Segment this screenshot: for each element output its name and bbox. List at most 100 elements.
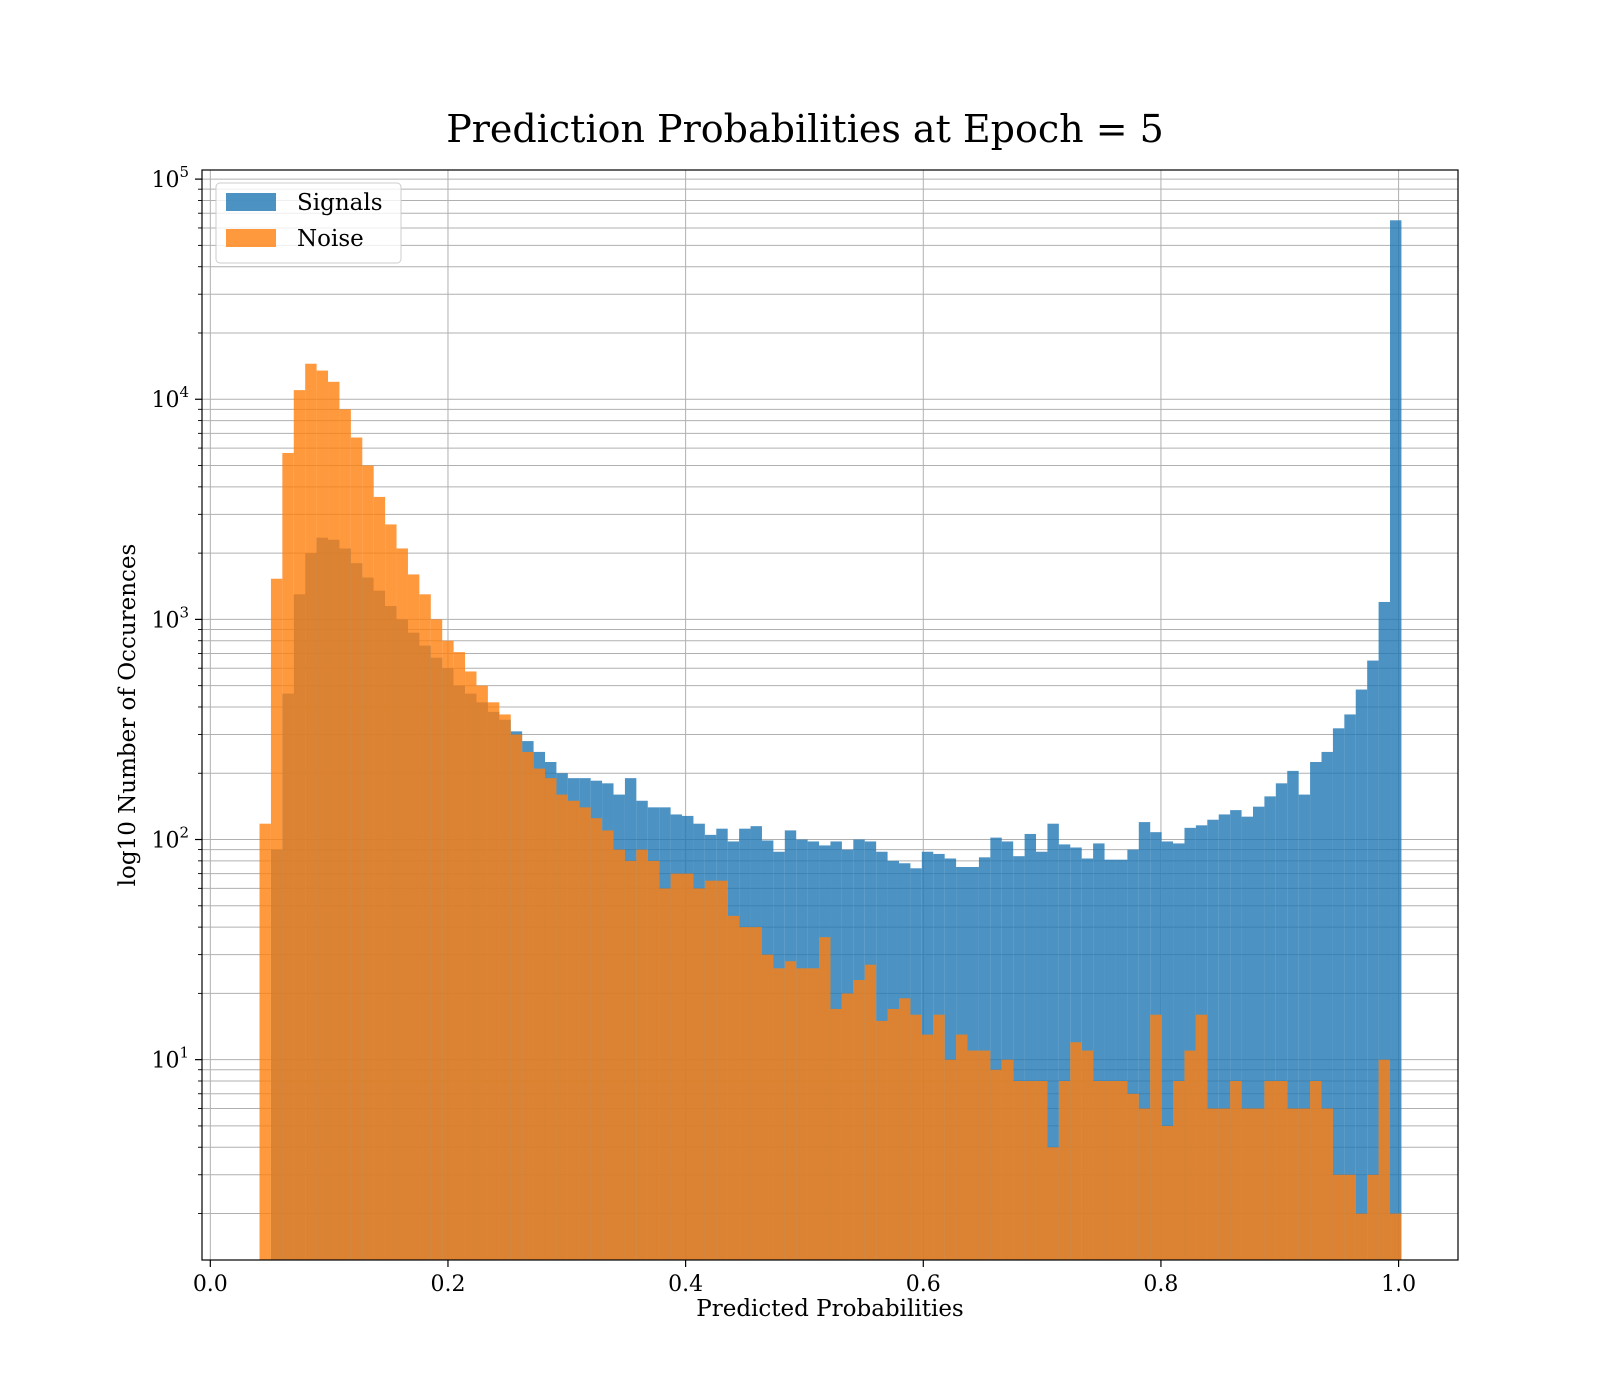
histogram-bar bbox=[1184, 827, 1196, 1260]
y-tick-label: 104 bbox=[151, 383, 189, 413]
histogram-bar bbox=[282, 452, 294, 1260]
histogram-bar bbox=[339, 409, 351, 1260]
histogram-bar bbox=[1287, 770, 1299, 1260]
histogram-bar bbox=[1036, 851, 1048, 1260]
histogram-bar bbox=[1275, 783, 1288, 1260]
histogram-bar bbox=[430, 619, 443, 1260]
histogram-bar bbox=[1001, 1059, 1014, 1260]
histogram-bar bbox=[293, 390, 306, 1260]
histogram-bar bbox=[990, 1069, 1002, 1260]
histogram-bar bbox=[1104, 859, 1116, 1260]
histogram-bar bbox=[647, 860, 660, 1260]
histogram-bar bbox=[1332, 728, 1345, 1260]
histogram-bar bbox=[579, 807, 591, 1260]
histogram-bar bbox=[305, 363, 317, 1261]
histogram-bar bbox=[1252, 1108, 1265, 1260]
histogram-bar bbox=[1070, 1042, 1082, 1260]
histogram-bar bbox=[1127, 849, 1139, 1260]
histogram-bar bbox=[1093, 843, 1105, 1260]
histogram-bar bbox=[1298, 794, 1311, 1260]
histogram-bar bbox=[362, 465, 374, 1260]
histogram-bar bbox=[1332, 1174, 1345, 1260]
histogram-bar bbox=[1161, 1125, 1174, 1260]
histogram-bar bbox=[1298, 1108, 1311, 1260]
histogram-bar bbox=[1367, 660, 1379, 1260]
histogram-bar bbox=[385, 524, 397, 1260]
histogram-bar bbox=[636, 849, 648, 1260]
histogram-bar bbox=[876, 1020, 888, 1260]
histogram-bar bbox=[910, 1014, 922, 1260]
histogram-bar bbox=[1218, 814, 1231, 1260]
histogram-bar bbox=[773, 968, 785, 1260]
histogram-bar bbox=[841, 993, 854, 1260]
histogram-bar bbox=[898, 998, 911, 1260]
histogram-bar bbox=[1321, 1108, 1333, 1260]
histogram-bar bbox=[1355, 1213, 1368, 1260]
x-tick-label: 0.8 bbox=[1143, 1272, 1178, 1297]
histogram-bar bbox=[476, 685, 488, 1260]
histogram-bar bbox=[1241, 1108, 1253, 1260]
histogram-bar bbox=[784, 961, 797, 1260]
histogram-bar bbox=[1013, 1080, 1025, 1260]
legend-label-noise: Noise bbox=[297, 226, 364, 252]
histogram-bar bbox=[465, 671, 477, 1260]
histogram-bar bbox=[1355, 689, 1368, 1260]
histogram-bar bbox=[328, 381, 340, 1260]
histogram-bar bbox=[522, 751, 534, 1260]
histogram-bar bbox=[1024, 1080, 1037, 1260]
histogram-bar bbox=[1115, 1080, 1128, 1260]
histogram-bar bbox=[1093, 1080, 1105, 1260]
histogram-bar bbox=[853, 980, 865, 1260]
histogram-bar bbox=[1138, 1108, 1151, 1260]
histogram-bar bbox=[1344, 714, 1356, 1260]
histogram-bar bbox=[373, 496, 386, 1260]
histogram-bar bbox=[944, 858, 957, 1260]
histogram-bar bbox=[1344, 1174, 1356, 1260]
histogram-bar bbox=[453, 652, 466, 1260]
plot-area-frame bbox=[201, 169, 1459, 1261]
histogram-bar bbox=[1115, 859, 1128, 1260]
histogram-bar bbox=[396, 548, 408, 1260]
histogram-bar bbox=[956, 1034, 968, 1260]
histogram-bar bbox=[1310, 761, 1322, 1260]
histogram-bar bbox=[967, 1050, 979, 1260]
legend: Signals Noise bbox=[215, 182, 402, 264]
histogram-bar bbox=[807, 968, 820, 1260]
histogram-bar bbox=[499, 714, 511, 1260]
histogram-bar bbox=[1218, 1108, 1231, 1260]
histogram-bar bbox=[1104, 1080, 1116, 1260]
histogram-bar bbox=[887, 1008, 899, 1260]
y-tick-label: 103 bbox=[151, 603, 189, 633]
histogram-bar bbox=[259, 823, 271, 1260]
histogram-bar bbox=[1058, 1080, 1071, 1260]
histogram-bar bbox=[1390, 1213, 1402, 1260]
histogram-bar bbox=[739, 927, 751, 1260]
histogram-bar bbox=[1390, 220, 1402, 1260]
histogram-bar bbox=[1287, 1108, 1299, 1260]
x-tick-label: 0.6 bbox=[906, 1272, 941, 1297]
histogram-bar bbox=[1264, 796, 1276, 1260]
histogram-bar bbox=[1081, 1050, 1094, 1260]
histogram-bar bbox=[1138, 822, 1151, 1260]
histogram-bar bbox=[978, 1050, 991, 1260]
histogram-bar bbox=[1013, 856, 1025, 1260]
histogram-bar bbox=[819, 937, 831, 1260]
histogram-bar bbox=[1207, 1108, 1219, 1260]
histogram-bar bbox=[1230, 810, 1242, 1260]
histogram-bar bbox=[350, 437, 363, 1261]
histogram-bar bbox=[1150, 1014, 1162, 1260]
histogram-bar bbox=[1173, 843, 1185, 1260]
histogram-bar bbox=[1184, 1050, 1196, 1260]
histogram-bar bbox=[693, 888, 705, 1260]
histogram-bar bbox=[533, 768, 545, 1260]
series-noise bbox=[259, 363, 1402, 1261]
histogram-bar bbox=[761, 954, 774, 1260]
y-axis-label: log10 Number of Occurences bbox=[115, 544, 141, 887]
histogram-bar bbox=[556, 794, 568, 1260]
histogram-bar bbox=[567, 800, 580, 1260]
histogram-bar bbox=[1367, 1174, 1379, 1260]
histogram-bar bbox=[750, 927, 762, 1260]
histogram-bar bbox=[796, 968, 808, 1260]
histogram-bar bbox=[670, 873, 683, 1260]
histogram-bar bbox=[407, 574, 420, 1260]
